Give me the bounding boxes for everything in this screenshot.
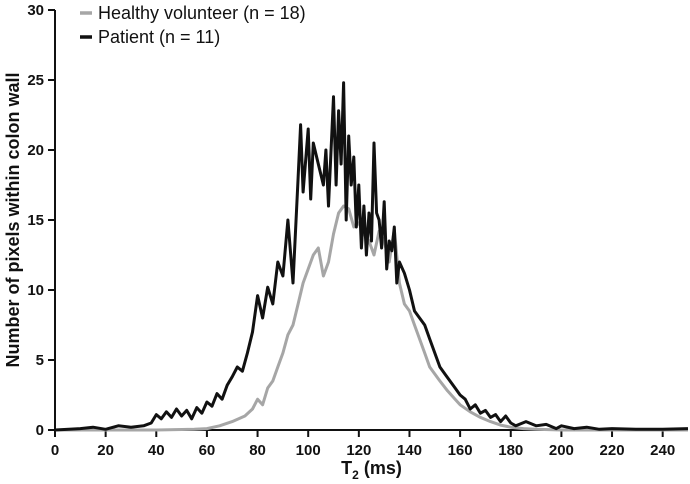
series-line-healthy (55, 204, 688, 432)
x-tick-label: 60 (199, 442, 216, 459)
y-tick-label: 0 (36, 422, 44, 439)
x-tick-label: 160 (448, 442, 473, 459)
x-axis-title-subscript: 2 (352, 468, 359, 482)
x-axis-title-unit: (ms) (359, 458, 402, 478)
y-tick-label: 20 (27, 142, 44, 159)
x-axis-title-main: T (341, 458, 352, 478)
legend-label-patient: Patient (n = 11) (98, 27, 220, 47)
legend: Healthy volunteer (n = 18) Patient (n = … (80, 3, 306, 47)
y-tick-label: 25 (27, 72, 44, 89)
x-tick-label: 20 (97, 442, 114, 459)
x-tick-label: 220 (600, 442, 625, 459)
x-ticks: 0 20 40 60 80 100 120 140 160 180 200 220 240 (51, 430, 675, 459)
legend-item-patient: Patient (n = 11) (80, 27, 220, 47)
x-axis-title: T2 (ms) (341, 458, 402, 482)
x-tick-label: 240 (650, 442, 675, 459)
x-tick-label: 180 (498, 442, 523, 459)
y-tick-label: 15 (27, 212, 44, 229)
series-group (54, 81, 689, 432)
x-tick-label: 40 (148, 442, 165, 459)
x-tick-label: 200 (549, 442, 574, 459)
legend-label-healthy: Healthy volunteer (n = 18) (98, 3, 306, 23)
x-tick-label: 120 (346, 442, 371, 459)
legend-item-healthy: Healthy volunteer (n = 18) (80, 3, 306, 23)
x-tick-label: 140 (397, 442, 422, 459)
y-axis-title: Number of pixels within colon wall (3, 72, 23, 367)
y-tick-label: 5 (36, 352, 44, 369)
series-line-patient (54, 81, 689, 432)
y-tick-label: 10 (27, 282, 44, 299)
y-ticks: 0 5 10 15 20 25 30 (27, 2, 55, 439)
x-tick-label: 80 (249, 442, 266, 459)
x-tick-label: 100 (296, 442, 321, 459)
y-tick-label: 30 (27, 2, 44, 19)
axes: 0 20 40 60 80 100 120 140 160 180 200 220 240 0 5 10 15… (27, 2, 688, 459)
x-tick-label: 0 (51, 442, 59, 459)
